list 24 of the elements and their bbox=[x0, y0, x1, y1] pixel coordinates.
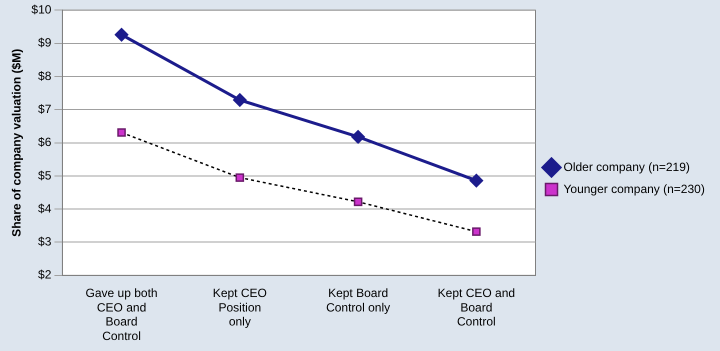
point bbox=[233, 94, 246, 107]
y-tick-label: $2 bbox=[38, 268, 52, 282]
point bbox=[352, 130, 365, 144]
y-tick-label: $5 bbox=[38, 168, 52, 182]
y-tick-label: $7 bbox=[38, 102, 52, 116]
y-tick-label: $10 bbox=[31, 2, 52, 17]
point bbox=[354, 198, 362, 206]
point bbox=[236, 173, 244, 182]
y-tick-label: $3 bbox=[38, 234, 52, 249]
point bbox=[117, 128, 126, 137]
point bbox=[115, 28, 128, 42]
y-axis-title: Share of company valuation ($M) bbox=[10, 48, 24, 237]
y-tick-label: $9 bbox=[38, 36, 52, 50]
x-tick-label: Gave up both CEO and Board Control bbox=[86, 286, 158, 344]
x-tick-label: Kept CEO and Board Control bbox=[438, 286, 516, 329]
y-tick-label: $4 bbox=[38, 201, 52, 216]
point bbox=[472, 227, 481, 236]
y-tick-label: $6 bbox=[38, 135, 52, 150]
legend-label: Older company (n=219) bbox=[564, 160, 690, 174]
x-tick-label: Kept CEO Position only bbox=[212, 286, 267, 329]
point bbox=[470, 174, 483, 188]
legend-label: Younger company (n=230) bbox=[564, 182, 705, 196]
y-tick-label: $8 bbox=[38, 68, 52, 83]
x-tick-label: Kept Board Control only bbox=[326, 286, 390, 314]
